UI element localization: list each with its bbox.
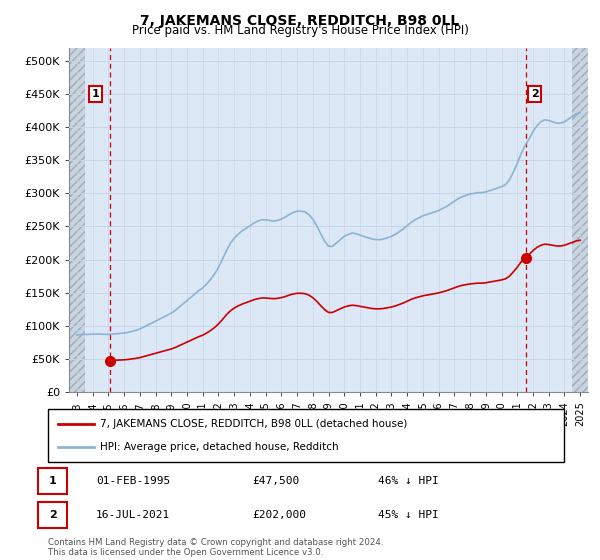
FancyBboxPatch shape [38,502,67,528]
Text: 46% ↓ HPI: 46% ↓ HPI [378,476,439,486]
Text: £47,500: £47,500 [252,476,299,486]
Text: 2: 2 [49,510,56,520]
Text: 16-JUL-2021: 16-JUL-2021 [96,510,170,520]
Text: Price paid vs. HM Land Registry's House Price Index (HPI): Price paid vs. HM Land Registry's House … [131,24,469,37]
Text: £202,000: £202,000 [252,510,306,520]
Text: 1: 1 [49,476,56,486]
Bar [572,48,588,392]
Bar [69,48,85,392]
Bar [69,48,85,392]
Text: 01-FEB-1995: 01-FEB-1995 [96,476,170,486]
Text: 45% ↓ HPI: 45% ↓ HPI [378,510,439,520]
Text: 1: 1 [92,89,100,99]
FancyBboxPatch shape [38,468,67,494]
Text: 7, JAKEMANS CLOSE, REDDITCH, B98 0LL: 7, JAKEMANS CLOSE, REDDITCH, B98 0LL [140,14,460,28]
Text: 2: 2 [530,89,538,99]
FancyBboxPatch shape [48,409,564,462]
Text: Contains HM Land Registry data © Crown copyright and database right 2024.
This d: Contains HM Land Registry data © Crown c… [48,538,383,557]
Text: 7, JAKEMANS CLOSE, REDDITCH, B98 0LL (detached house): 7, JAKEMANS CLOSE, REDDITCH, B98 0LL (de… [100,419,407,429]
Bar [572,48,588,392]
Text: HPI: Average price, detached house, Redditch: HPI: Average price, detached house, Redd… [100,442,338,452]
